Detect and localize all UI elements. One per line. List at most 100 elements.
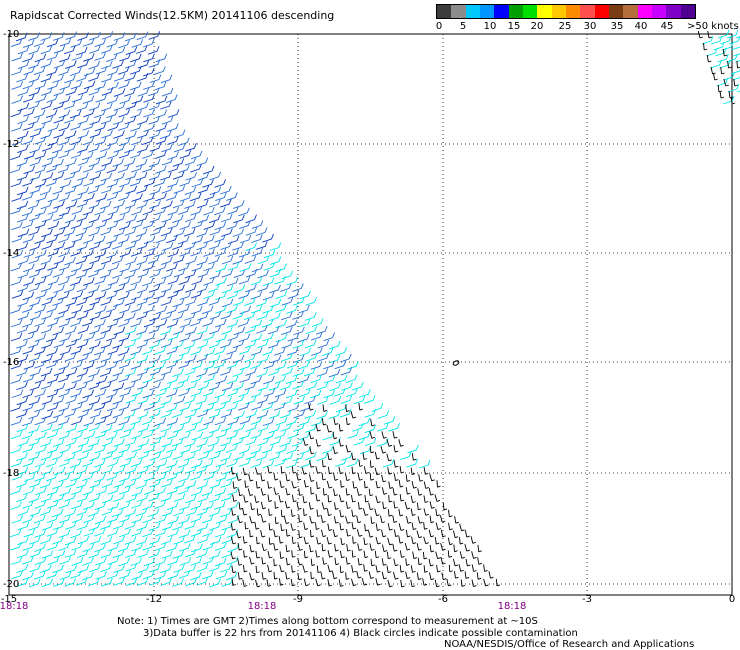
wind-barb (113, 535, 125, 545)
wind-barb (273, 558, 278, 567)
wind-barb (70, 529, 83, 539)
wind-barb (16, 396, 29, 406)
wind-barb (191, 178, 204, 188)
wind-barb (35, 445, 47, 454)
wind-barb (251, 263, 264, 273)
wind-barb (244, 522, 249, 530)
wind-barb (106, 389, 118, 398)
wind-barb (345, 417, 351, 426)
wind-barb (94, 178, 107, 188)
wind-barb (154, 417, 166, 427)
wind-barb (338, 439, 344, 447)
wind-barb (341, 452, 353, 461)
wind-barb (100, 172, 113, 182)
wind-barb (293, 396, 305, 405)
wind-barb (34, 235, 47, 245)
wind-barb (88, 284, 100, 294)
wind-barb (221, 213, 233, 223)
wind-barb (35, 290, 47, 300)
wind-barb (226, 458, 239, 468)
wind-barb (130, 276, 143, 286)
wind-barb (209, 325, 221, 335)
wind-barb (225, 571, 238, 581)
wind-barb (118, 122, 130, 131)
wind-barb (119, 52, 131, 62)
wind-barb (63, 241, 76, 250)
wind-barb (291, 494, 297, 503)
wind-barb (178, 276, 191, 286)
wind-barb (185, 507, 198, 516)
wind-barb (82, 95, 95, 105)
wind-barb (131, 95, 144, 105)
wind-barb (28, 255, 41, 265)
wind-barb (10, 417, 23, 426)
wind-barb (130, 402, 143, 412)
wind-barb (398, 523, 405, 531)
wind-barb (356, 515, 362, 524)
wind-barb (82, 543, 95, 553)
wind-barb (167, 430, 179, 440)
wind-barb (119, 95, 132, 105)
wind-barb (23, 66, 35, 76)
wind-barb (155, 53, 168, 63)
wind-barb (381, 431, 387, 439)
wind-barb (131, 206, 143, 216)
wind-barb (52, 535, 64, 545)
wind-barb (227, 235, 240, 245)
wind-barb (34, 346, 46, 356)
wind-barb (11, 290, 24, 299)
wind-barb (65, 424, 78, 433)
legend-swatch (494, 5, 509, 18)
wind-barb (178, 570, 191, 579)
wind-barb (411, 536, 417, 545)
wind-barb (238, 275, 251, 285)
wind-barb (22, 192, 34, 201)
wind-barb (23, 486, 35, 496)
wind-barb (303, 508, 308, 517)
wind-barb (113, 144, 125, 153)
wind-barb (238, 290, 251, 300)
wind-barb (191, 543, 203, 553)
wind-barb (123, 423, 136, 433)
wind-barb (269, 354, 282, 364)
wind-barb (22, 345, 35, 355)
wind-barb (28, 74, 41, 83)
wind-barb (215, 444, 227, 454)
longitude-label: -3 (582, 594, 592, 605)
wind-barb (101, 578, 113, 587)
wind-barb (716, 77, 729, 87)
wind-barb (230, 467, 236, 475)
wind-barb (233, 284, 246, 293)
wind-barb (52, 353, 64, 363)
wind-barb (64, 466, 76, 476)
wind-barb (340, 366, 353, 376)
wind-barb (274, 388, 287, 398)
wind-barb (250, 305, 263, 314)
wind-barb (161, 423, 173, 433)
wind-barb (137, 564, 150, 573)
wind-barb (155, 165, 167, 174)
wind-barb (41, 296, 54, 306)
wind-barb (83, 501, 95, 510)
wind-barb (339, 509, 345, 518)
wind-barb (161, 213, 173, 223)
wind-barb (220, 198, 232, 208)
wind-barb (245, 367, 257, 376)
wind-barb (131, 136, 143, 146)
wind-barb (203, 445, 215, 454)
wind-barb (283, 516, 290, 524)
wind-barb (71, 333, 83, 343)
wind-barb (242, 579, 248, 587)
wind-barb (298, 530, 303, 539)
wind-barb (77, 116, 90, 125)
wind-barb (99, 200, 112, 210)
wind-barb (51, 144, 64, 154)
wind-barb (321, 502, 328, 510)
wind-barb (125, 130, 137, 140)
wind-barb (345, 444, 351, 453)
wind-barb (28, 396, 41, 406)
wind-barb (76, 479, 88, 489)
legend-swatch (623, 5, 638, 18)
wind-barb (131, 374, 143, 383)
wind-barb (274, 430, 287, 439)
